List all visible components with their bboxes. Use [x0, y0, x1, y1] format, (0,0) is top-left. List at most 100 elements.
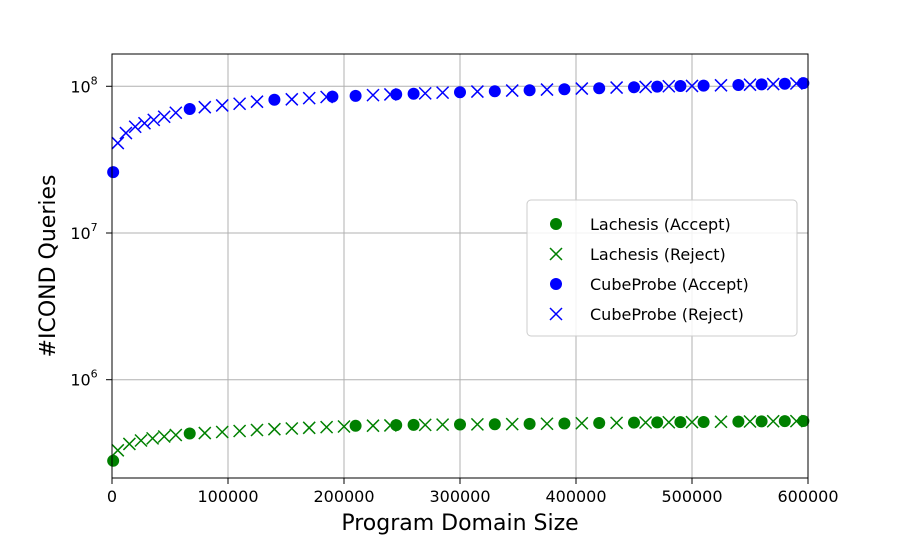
x-tick-label: 400000	[545, 487, 606, 506]
data-point-cross	[743, 414, 757, 429]
y-axis-label: #ICOND Queries	[36, 175, 61, 358]
legend-entry-label: Lachesis (Accept)	[590, 215, 731, 234]
legend-marker	[550, 218, 562, 230]
data-point-cross	[366, 88, 380, 102]
data-point-circle	[488, 418, 501, 431]
data-point-cross	[366, 419, 380, 433]
series-0	[107, 415, 810, 467]
data-point-circle	[349, 89, 362, 102]
x-tick-label: 300000	[429, 487, 490, 506]
legend-entry-label: CubeProbe (Accept)	[590, 275, 749, 294]
data-points	[107, 76, 810, 467]
data-point-cross	[662, 415, 676, 429]
data-point-cross	[789, 414, 803, 428]
x-tick-label: 0	[107, 487, 117, 506]
data-point-cross	[128, 120, 142, 134]
y-tick-label: 107	[70, 221, 97, 243]
y-axis: 106 107 108	[70, 74, 112, 390]
data-point-circle	[628, 416, 640, 429]
data-point-circle	[674, 416, 687, 429]
data-point-circle	[778, 77, 791, 90]
data-point-circle	[593, 82, 606, 95]
data-point-circle	[407, 87, 420, 100]
data-point-cross	[662, 79, 676, 93]
data-point-cross	[639, 415, 653, 430]
data-point-cross	[766, 77, 780, 91]
legend-entry-label: Lachesis (Reject)	[590, 245, 726, 264]
data-point-circle	[651, 416, 664, 429]
legend-entry-label: CubeProbe (Reject)	[590, 305, 744, 324]
data-point-cross	[119, 126, 133, 140]
data-point-cross	[470, 417, 484, 431]
legend-box	[526, 199, 798, 337]
y-tick-label: 108	[70, 74, 97, 96]
data-point-cross	[575, 82, 589, 96]
data-point-cross	[169, 106, 183, 120]
series-3	[111, 76, 803, 150]
x-tick-label: 500000	[661, 487, 722, 506]
data-point-cross	[169, 428, 183, 442]
data-point-cross	[122, 437, 136, 451]
data-point-cross	[540, 417, 554, 431]
data-point-cross	[766, 414, 780, 428]
data-point-cross	[789, 76, 803, 91]
data-point-cross	[285, 92, 299, 106]
data-point-circle	[407, 418, 420, 431]
data-point-cross	[383, 418, 397, 432]
data-point-cross	[137, 116, 152, 130]
data-point-circle	[183, 103, 196, 116]
data-point-circle	[674, 79, 687, 92]
y-tick-label: 106	[70, 368, 97, 390]
x-tick-label: 200000	[313, 487, 374, 506]
data-point-cross	[250, 423, 264, 437]
data-point-cross	[436, 86, 450, 100]
data-point-cross	[285, 421, 299, 436]
data-point-cross	[505, 84, 519, 98]
data-point-cross	[639, 80, 653, 94]
data-point-circle	[488, 85, 501, 98]
data-point-circle	[558, 417, 571, 430]
data-point-cross	[505, 417, 519, 431]
data-point-circle	[755, 415, 768, 428]
data-point-circle	[390, 419, 403, 432]
data-point-cross	[470, 85, 484, 99]
data-point-circle	[523, 84, 536, 97]
data-point-circle	[349, 419, 362, 432]
data-point-cross	[134, 433, 148, 448]
data-point-cross	[233, 97, 247, 111]
data-point-circle	[697, 79, 710, 92]
data-point-circle	[697, 415, 710, 428]
data-point-cross	[540, 83, 554, 97]
data-point-circle	[107, 166, 120, 179]
data-point-cross	[215, 425, 229, 439]
data-point-circle	[183, 427, 196, 440]
series-2	[107, 77, 810, 179]
data-point-cross	[383, 87, 397, 101]
x-axis: 0 100000 200000 300000 400000 500000 600000	[107, 478, 839, 506]
data-point-circle	[454, 86, 466, 99]
data-point-circle	[107, 454, 120, 467]
data-point-circle	[755, 78, 768, 91]
data-point-cross	[215, 98, 229, 112]
data-point-cross	[198, 426, 212, 440]
data-point-cross	[320, 90, 334, 104]
data-point-cross	[233, 424, 247, 438]
data-point-cross	[436, 418, 450, 432]
data-point-circle	[732, 79, 745, 92]
legend-marker	[549, 307, 563, 321]
legend-marker	[549, 247, 563, 261]
data-point-circle	[732, 415, 745, 428]
data-point-cross	[267, 422, 281, 436]
data-point-circle	[390, 88, 403, 101]
data-point-cross	[111, 136, 125, 150]
data-point-circle	[268, 93, 281, 106]
data-point-cross	[111, 443, 125, 457]
data-point-circle	[778, 415, 791, 428]
data-point-cross	[714, 415, 728, 429]
data-point-cross	[337, 419, 351, 433]
legend-marker	[550, 278, 562, 290]
legend: Lachesis (Accept) Lachesis (Reject) CubePr…	[526, 199, 798, 337]
data-point-cross	[146, 431, 160, 445]
data-point-cross	[610, 81, 624, 95]
